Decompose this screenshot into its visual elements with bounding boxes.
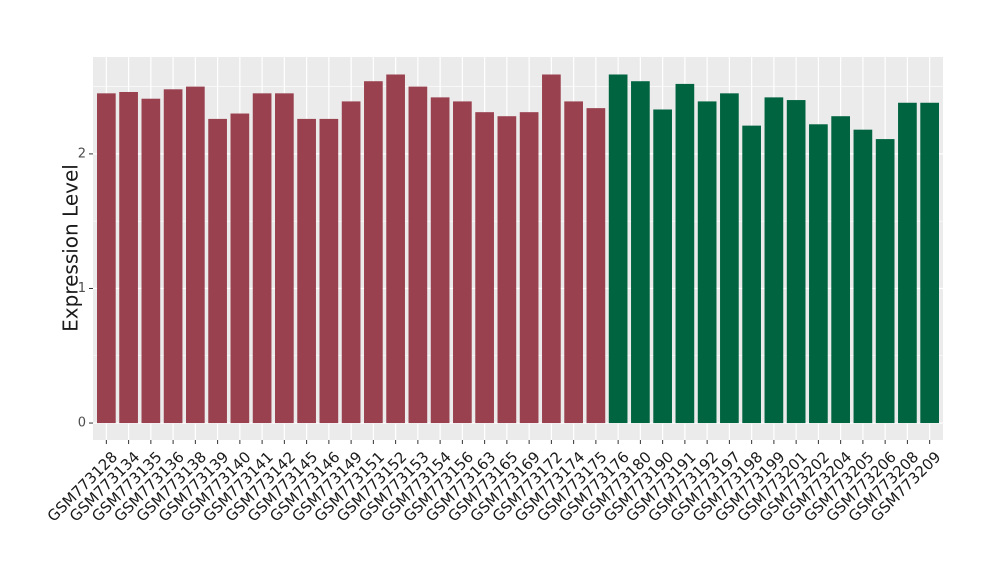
bar (875, 139, 895, 424)
y-tick-label: 1 (78, 281, 86, 296)
bar (341, 101, 361, 424)
bar (408, 86, 428, 424)
bar (764, 97, 784, 424)
bar (430, 97, 450, 424)
bar (631, 81, 650, 424)
bar (586, 108, 606, 424)
bar (786, 100, 806, 424)
bar (675, 83, 695, 424)
bar (453, 101, 472, 424)
bar (920, 102, 939, 424)
bar (653, 109, 672, 424)
y-axis-label: Expression Level (59, 164, 83, 332)
bar (97, 93, 116, 424)
bar (208, 118, 227, 424)
bar (519, 112, 539, 424)
bar (542, 74, 561, 424)
bar (163, 89, 183, 424)
bar (608, 74, 628, 424)
bar (497, 116, 517, 424)
bar (386, 74, 405, 424)
y-tick-label: 0 (78, 416, 86, 431)
bar (720, 93, 739, 424)
bar (475, 112, 494, 424)
bar (364, 81, 383, 424)
bar (119, 91, 138, 424)
bar (697, 101, 717, 424)
bar (275, 93, 294, 424)
bar (831, 116, 850, 424)
bar (186, 86, 205, 424)
y-tick-label: 2 (78, 146, 86, 161)
bar (141, 98, 161, 424)
bar (319, 118, 339, 424)
bar (230, 113, 250, 424)
bar (252, 93, 272, 424)
bar (809, 124, 828, 424)
bar (297, 118, 316, 424)
bar (898, 102, 917, 424)
bar (853, 129, 873, 424)
bar (564, 101, 583, 424)
bar (742, 125, 761, 424)
